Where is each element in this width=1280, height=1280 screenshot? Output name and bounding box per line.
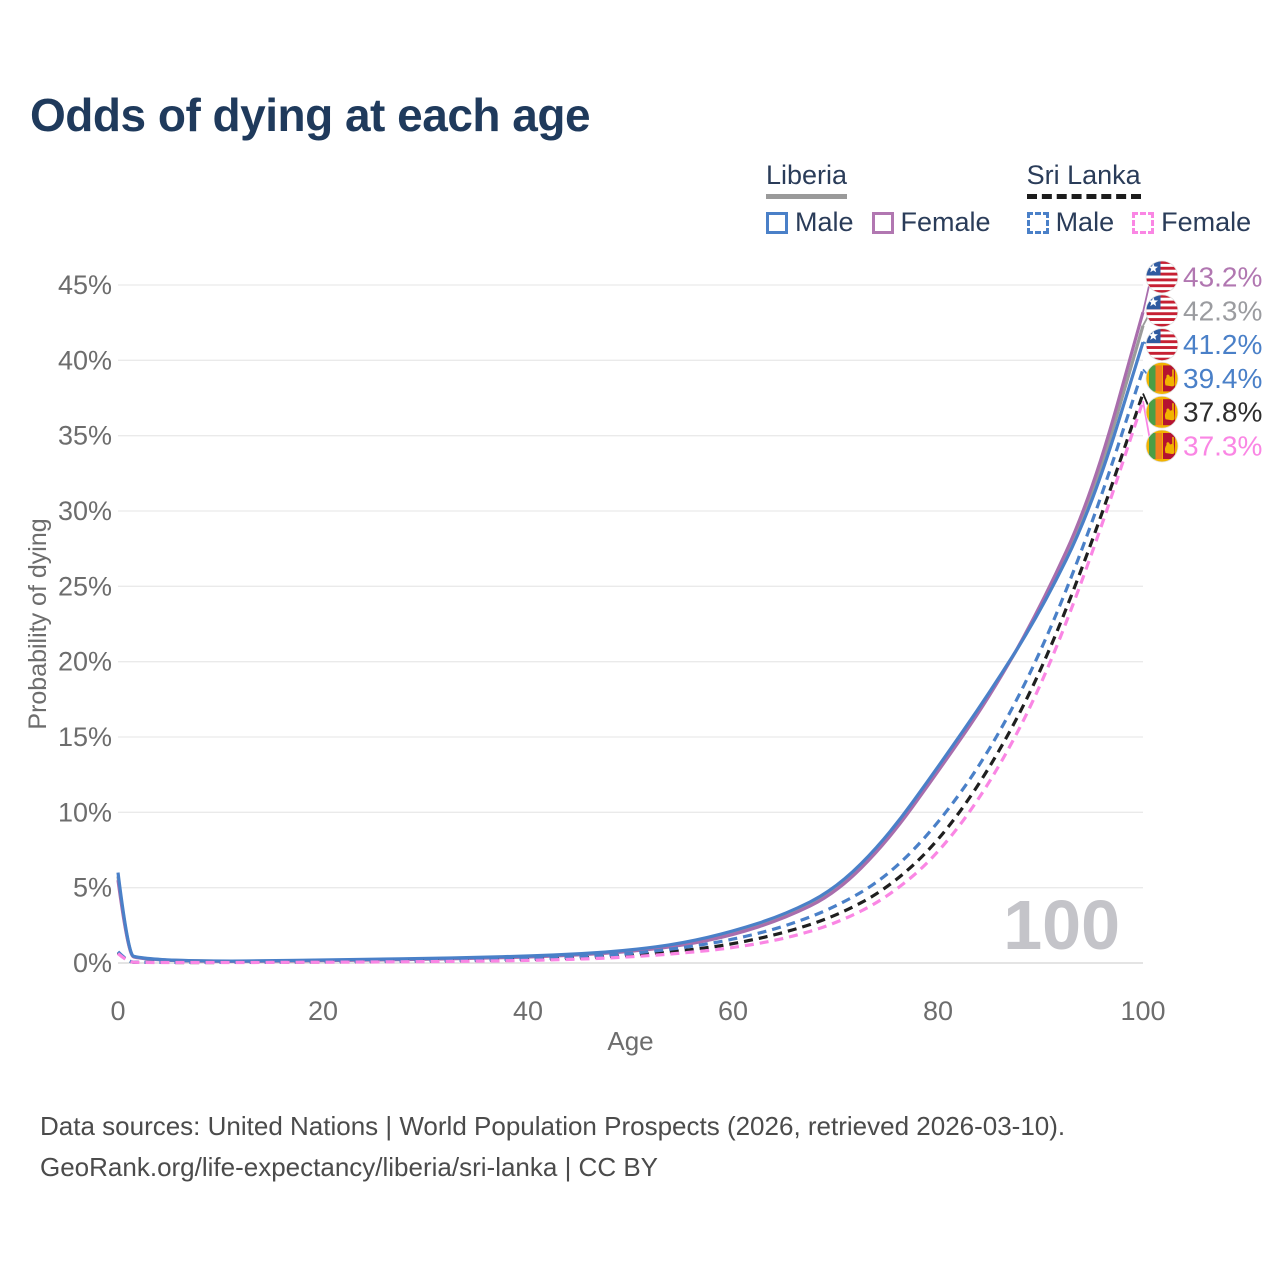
end-label-liberia-female: 43.2% xyxy=(1145,260,1262,294)
x-axis-title: Age xyxy=(607,1026,653,1056)
x-tick-label: 20 xyxy=(308,996,338,1026)
sri-lanka-flag-icon xyxy=(1146,362,1178,395)
x-tick-label: 60 xyxy=(718,996,748,1026)
end-label-value: 37.8% xyxy=(1183,397,1262,428)
legend-item-label: Female xyxy=(1161,207,1252,237)
y-tick-label: 25% xyxy=(58,571,112,601)
legend-group-liberia: Liberia Male Female xyxy=(766,160,991,238)
page-title: Odds of dying at each age xyxy=(30,89,591,141)
legend-item-label: Female xyxy=(900,207,991,237)
y-tick-label: 45% xyxy=(58,270,112,300)
end-label-liberia-male: 41.2% xyxy=(1145,328,1262,362)
end-label-value: 42.3% xyxy=(1183,295,1262,326)
end-label-srilanka-female: 37.3% xyxy=(1145,429,1262,463)
end-label-value: 39.4% xyxy=(1183,363,1262,394)
series-line-srilanka-male xyxy=(116,368,1145,964)
end-label-srilanka-male: 39.4% xyxy=(1145,361,1262,395)
legend-item-sri-lanka-male[interactable]: Male xyxy=(1026,207,1115,238)
legend-item-label: Male xyxy=(795,207,854,237)
liberia-flag-icon xyxy=(1146,328,1178,361)
series-line-srilanka-both xyxy=(116,392,1145,965)
legend-items-sri-lanka: Male Female xyxy=(1026,207,1251,238)
footer-attribution: GeoRank.org/life-expectancy/liberia/sri-… xyxy=(40,1152,659,1182)
legend: Liberia Male Female Sri Lanka Male Femal… xyxy=(766,160,1251,238)
end-labels: 43.2%42.3%41.2%39.4%37.8%37.3% xyxy=(1142,260,1262,463)
sri-lanka-flag-icon xyxy=(1146,430,1178,462)
end-label-value: 41.2% xyxy=(1183,329,1262,360)
legend-country-sri-lanka[interactable]: Sri Lanka xyxy=(1026,160,1141,199)
liberia-male-swatch-icon xyxy=(766,211,788,234)
x-tick-label: 40 xyxy=(513,996,543,1026)
sri-lanka-male-swatch-icon xyxy=(1026,211,1049,234)
end-label-srilanka-both: 37.8% xyxy=(1145,395,1262,429)
y-tick-label: 0% xyxy=(73,948,112,978)
series-line-srilanka-female xyxy=(116,400,1145,965)
series-line-liberia-female xyxy=(116,311,1145,963)
footer: Data sources: United Nations | World Pop… xyxy=(40,1106,1065,1188)
age-watermark: 100 xyxy=(1003,886,1120,964)
x-tick-label: 80 xyxy=(923,996,953,1026)
end-label-liberia-both: 42.3% xyxy=(1145,294,1262,328)
footer-data-sources: Data sources: United Nations | World Pop… xyxy=(40,1111,1066,1141)
y-tick-label: 15% xyxy=(58,722,112,752)
legend-item-sri-lanka-female[interactable]: Female xyxy=(1132,207,1251,238)
y-tick-label: 10% xyxy=(58,797,112,827)
y-tick-label: 5% xyxy=(73,873,112,903)
liberia-flag-icon xyxy=(1146,294,1178,327)
x-tick-label: 0 xyxy=(110,996,125,1026)
legend-country-liberia[interactable]: Liberia xyxy=(766,160,848,199)
end-label-value: 43.2% xyxy=(1183,262,1262,293)
series-line-liberia-both xyxy=(116,325,1145,963)
y-axis-title: Probability of dying xyxy=(24,518,52,729)
sri-lanka-female-swatch-icon xyxy=(1132,211,1155,234)
y-tick-label: 35% xyxy=(58,421,112,451)
legend-item-liberia-male[interactable]: Male xyxy=(766,207,854,238)
sri-lanka-flag-icon xyxy=(1146,396,1178,429)
liberia-female-swatch-icon xyxy=(871,211,894,234)
mortality-line-chart: 0% 5% 10% 15% 20% 25% 30% 35% 40% 45% 0 20 40 60 80 100… xyxy=(24,260,1262,1056)
end-label-value: 37.3% xyxy=(1183,431,1262,462)
x-tick-label: 100 xyxy=(1120,996,1165,1026)
legend-item-liberia-female[interactable]: Female xyxy=(871,207,991,238)
legend-group-sri-lanka: Sri Lanka Male Female xyxy=(1026,160,1251,238)
y-tick-label: 40% xyxy=(58,345,112,375)
legend-items-liberia: Male Female xyxy=(766,207,991,238)
legend-item-label: Male xyxy=(1055,207,1115,237)
y-tick-label: 20% xyxy=(58,647,112,677)
y-tick-label: 30% xyxy=(58,496,112,526)
